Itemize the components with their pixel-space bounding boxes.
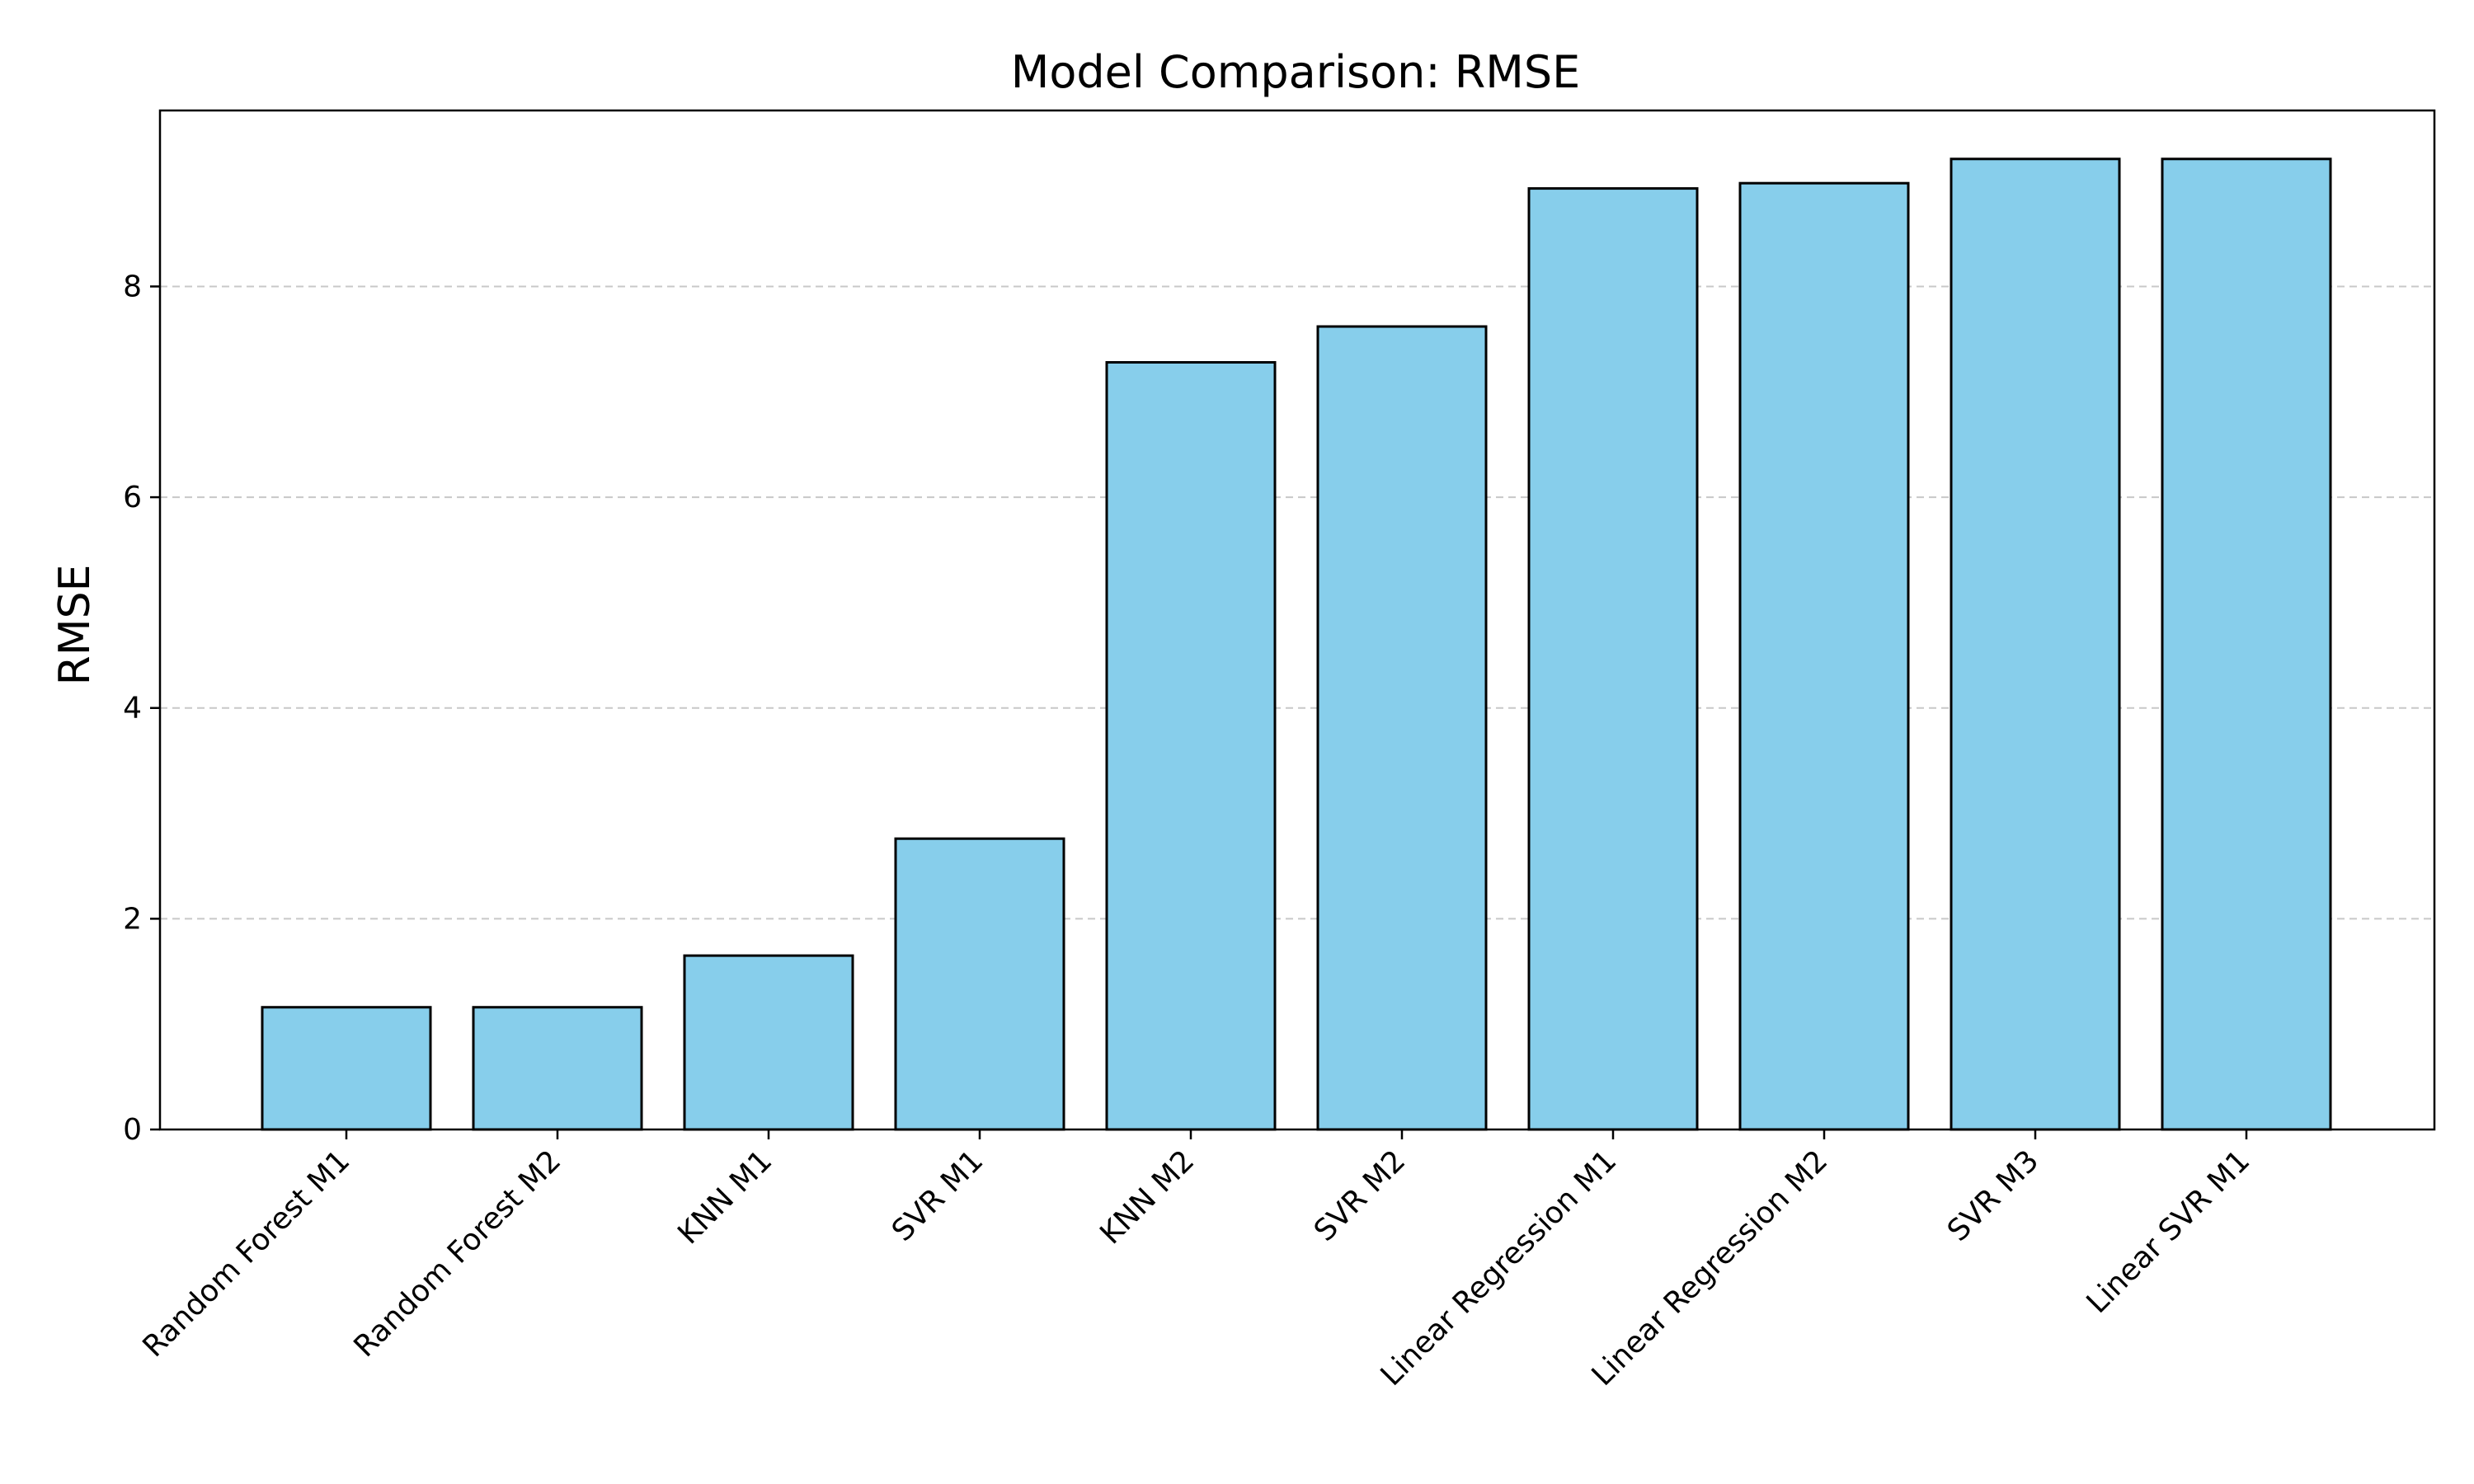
bar <box>894 837 1065 1131</box>
y-tick-label: 0 <box>123 1113 142 1147</box>
y-axis-label: RMSE <box>50 565 100 686</box>
bar <box>2161 157 2332 1131</box>
bars <box>261 157 2332 1131</box>
y-tick-label: 2 <box>123 902 142 936</box>
bar <box>261 1006 432 1131</box>
bar <box>1527 187 1699 1131</box>
bar <box>1105 360 1277 1131</box>
plot-frame <box>158 109 2436 1131</box>
y-tick-label: 8 <box>123 270 142 303</box>
chart-title: Model Comparison: RMSE <box>1011 46 1580 98</box>
bar <box>1316 325 1488 1131</box>
bar <box>1738 181 1910 1131</box>
y-tick-label: 6 <box>123 481 142 514</box>
y-axis-ticks: 0 2 4 6 8 <box>123 270 160 1147</box>
bar <box>472 1006 643 1131</box>
y-tick-label: 4 <box>123 692 142 726</box>
bar <box>683 954 854 1131</box>
bar <box>1950 157 2121 1131</box>
